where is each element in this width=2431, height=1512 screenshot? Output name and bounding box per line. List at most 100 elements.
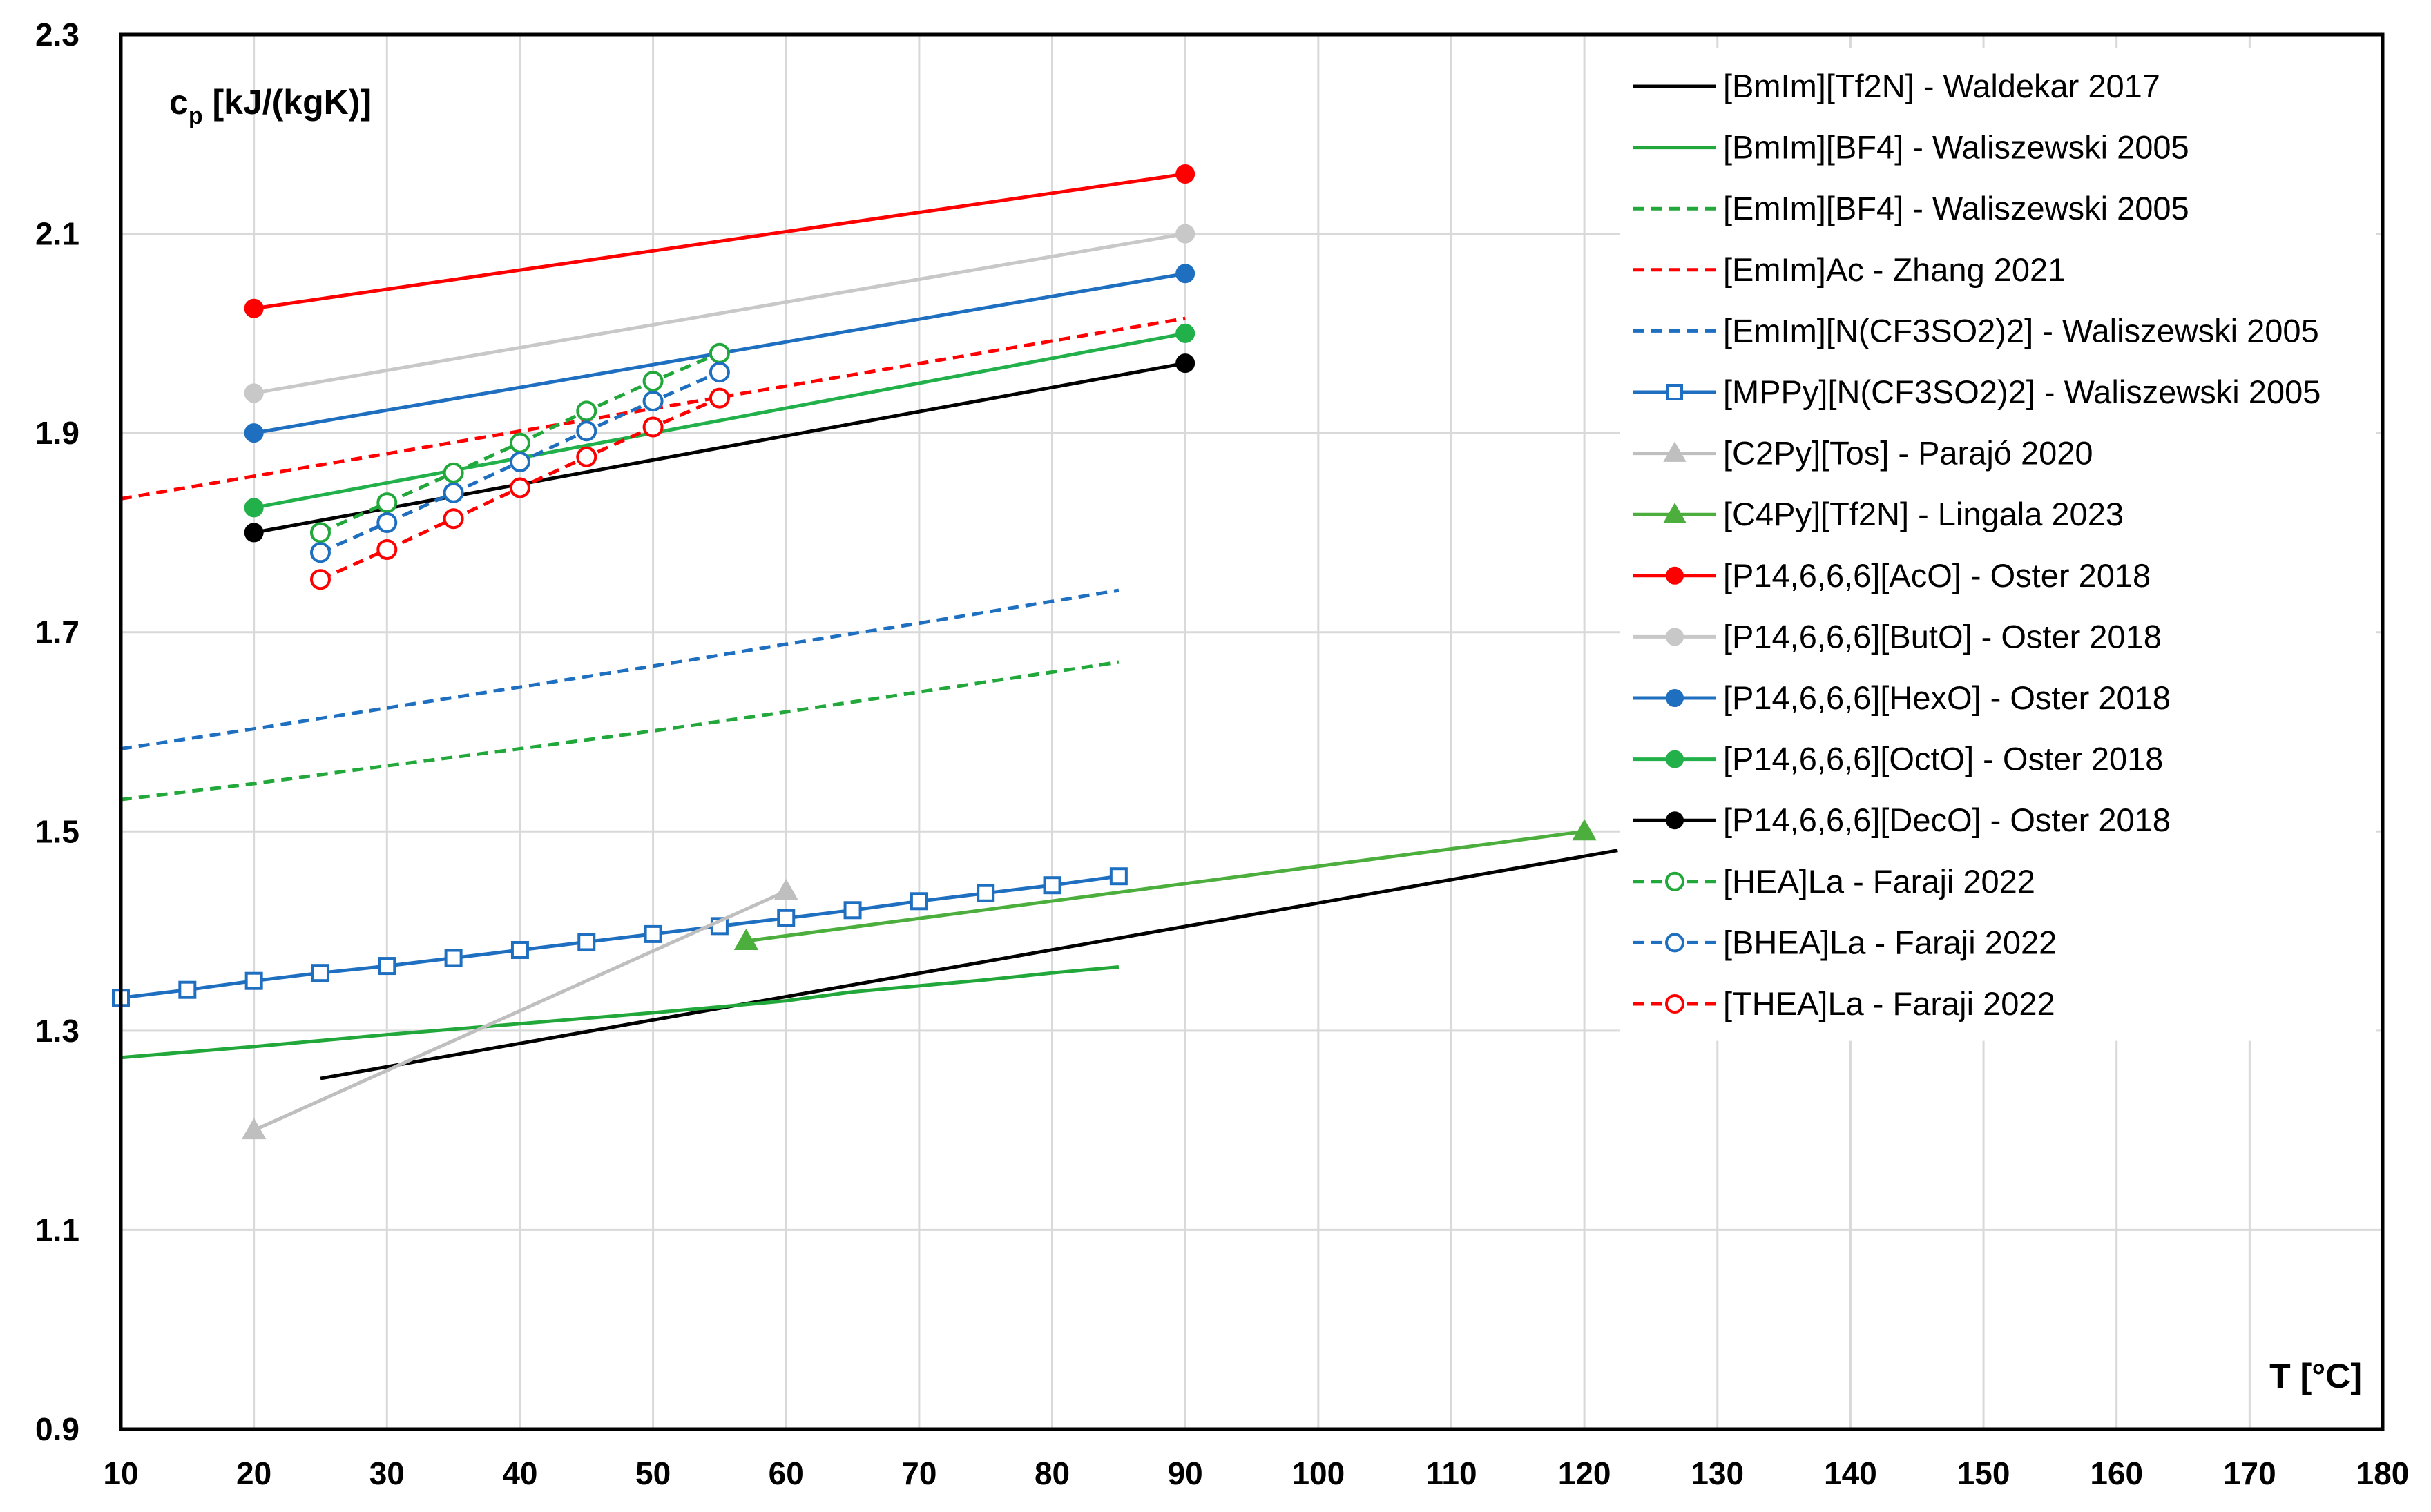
legend-swatch-marker	[1666, 689, 1684, 707]
x-tick-label: 20	[236, 1455, 271, 1491]
data-point-marker	[576, 446, 597, 467]
plot-frame	[119, 32, 2385, 1431]
series-6	[241, 878, 798, 1140]
legend-swatch-marker	[1666, 628, 1684, 646]
legend-item: [HEA]La - Faraji 2022	[1633, 863, 2035, 900]
data-point-marker	[1109, 867, 1128, 886]
legend-swatch-marker	[1665, 933, 1684, 953]
legend-item: [C4Py][Tf2N] - Lingala 2023	[1633, 496, 2124, 532]
legend-background	[1620, 48, 2376, 1041]
data-point-marker	[576, 400, 597, 422]
series-line	[320, 849, 1618, 1080]
legend-item: [MPPy][N(CF3SO2)2] - Waliszewski 2005	[1633, 374, 2320, 410]
y-tick-label: 2.1	[35, 216, 79, 252]
series-line	[253, 331, 1186, 510]
legend: [BmIm][Tf2N] - Waldekar 2017 [BmIm][BF4] …	[1633, 68, 2320, 1022]
data-point-marker	[1175, 164, 1195, 184]
data-point-marker	[244, 971, 263, 990]
data-point-marker	[1175, 224, 1195, 244]
legend-item: [P14,6,6,6][AcO] - Oster 2018	[1633, 557, 2151, 594]
data-point-marker	[244, 298, 264, 318]
x-tick-label: 50	[635, 1455, 671, 1491]
series-lines	[112, 164, 1618, 1140]
x-tick-label: 90	[1168, 1455, 1203, 1491]
series-line	[120, 660, 1120, 802]
data-point-marker	[443, 508, 464, 530]
data-point-marker	[443, 462, 464, 483]
legend-label: [EmIm][N(CF3SO2)2] - Waliszewski 2005	[1723, 312, 2319, 349]
series-line	[746, 829, 1585, 943]
y-tick-label: 1.3	[35, 1013, 79, 1049]
legend-item: [BmIm][BF4] - Waliszewski 2005	[1633, 129, 2189, 166]
x-tick-label: 120	[1558, 1455, 1611, 1491]
series-13	[309, 342, 730, 543]
x-axis-title: T [°C]	[2269, 1357, 2362, 1395]
legend-swatch-marker	[1663, 503, 1687, 523]
data-point-marker	[642, 390, 664, 411]
legend-label: [THEA]La - Faraji 2022	[1723, 985, 2055, 1022]
legend-item: [P14,6,6,6][DecO] - Oster 2018	[1633, 802, 2171, 838]
series-5	[112, 867, 1128, 1007]
data-point-marker	[244, 523, 264, 543]
legend-swatch-marker	[1666, 811, 1684, 830]
legend-label: [BmIm][Tf2N] - Waldekar 2017	[1723, 68, 2160, 104]
y-tick-label: 1.9	[35, 415, 79, 451]
x-tick-label: 100	[1291, 1455, 1345, 1491]
data-point-marker	[1175, 353, 1195, 374]
legend-label: [HEA]La - Faraji 2022	[1723, 863, 2035, 900]
x-tick-label: 180	[2356, 1455, 2410, 1491]
legend-item: [P14,6,6,6][ButO] - Oster 2018	[1633, 618, 2162, 655]
series-12	[244, 353, 1195, 543]
y-tick-label: 2.3	[35, 17, 79, 52]
series-line	[120, 588, 1120, 750]
legend-item: [C2Py][Tos] - Parajó 2020	[1633, 435, 2093, 472]
legend-label: [P14,6,6,6][OctO] - Oster 2018	[1723, 741, 2163, 777]
legend-label: [BmIm][BF4] - Waliszewski 2005	[1723, 129, 2189, 166]
series-4	[120, 588, 1120, 750]
y-tick-label: 1.5	[35, 813, 79, 849]
legend-label: [MPPy][N(CF3SO2)2] - Waliszewski 2005	[1723, 374, 2320, 410]
legend-label: [P14,6,6,6][HexO] - Oster 2018	[1723, 679, 2171, 716]
legend-item: [P14,6,6,6][OctO] - Oster 2018	[1633, 741, 2163, 777]
x-tick-label: 150	[1957, 1455, 2010, 1491]
data-point-marker	[244, 423, 264, 443]
series-line	[120, 874, 1120, 1000]
legend-label: [P14,6,6,6][DecO] - Oster 2018	[1723, 802, 2171, 838]
data-point-marker	[576, 420, 597, 442]
series-1	[120, 965, 1120, 1060]
data-point-marker	[843, 901, 862, 920]
x-tick-label: 30	[369, 1455, 405, 1491]
series-11	[244, 323, 1195, 518]
data-point-marker	[642, 416, 664, 438]
legend-swatch-marker	[1666, 384, 1683, 400]
series-15	[309, 387, 730, 590]
series-line	[120, 965, 1120, 1060]
legend-label: [C2Py][Tos] - Parajó 2020	[1723, 435, 2093, 472]
legend-label: [EmIm]Ac - Zhang 2021	[1723, 251, 2066, 288]
data-point-marker	[309, 569, 331, 590]
series-line	[253, 232, 1186, 395]
data-point-marker	[777, 909, 796, 927]
data-point-marker	[241, 1118, 267, 1140]
legend-item: [BHEA]La - Faraji 2022	[1633, 924, 2057, 960]
data-point-marker	[709, 362, 730, 383]
legend-item: [EmIm]Ac - Zhang 2021	[1633, 251, 2066, 288]
data-point-marker	[244, 383, 264, 403]
x-tick-label: 130	[1691, 1455, 1744, 1491]
series-line	[253, 361, 1186, 534]
legend-swatch-marker	[1665, 871, 1684, 891]
series-8	[244, 164, 1195, 318]
x-tick-label: 80	[1035, 1455, 1070, 1491]
data-point-marker	[1572, 819, 1597, 841]
legend-item: [BmIm][Tf2N] - Waldekar 2017	[1633, 68, 2160, 104]
data-point-marker	[709, 387, 730, 409]
series-7	[733, 819, 1597, 950]
data-point-marker	[644, 924, 662, 943]
series-line	[253, 172, 1186, 311]
legend-swatch-marker	[1666, 750, 1684, 768]
legend-label: [BHEA]La - Faraji 2022	[1723, 924, 2057, 960]
data-point-marker	[244, 498, 264, 518]
data-point-marker	[509, 451, 530, 472]
x-tick-label: 40	[502, 1455, 537, 1491]
